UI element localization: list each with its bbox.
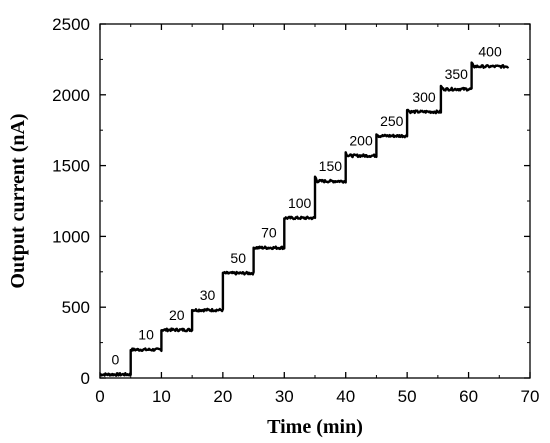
x-tick-label: 70	[521, 387, 540, 406]
step-label: 400	[478, 43, 502, 59]
step-labels: 0 10 20 30 50 70 100 150 200 250 300 350 400	[111, 43, 502, 367]
y-tick-label: 1500	[52, 157, 90, 176]
step-label: 10	[138, 327, 154, 343]
current-series	[99, 61, 510, 377]
x-axis-ticks: 0 10 20 30 40 50 60 70	[95, 24, 539, 406]
step-label: 20	[169, 307, 185, 323]
step-label: 50	[230, 250, 246, 266]
x-tick-label: 30	[275, 387, 294, 406]
y-tick-label: 1000	[52, 227, 90, 246]
step-label: 250	[380, 113, 404, 129]
step-label: 30	[200, 287, 216, 303]
x-axis-title: Time (min)	[267, 416, 363, 438]
y-tick-label: 2500	[52, 15, 90, 34]
x-tick-label: 40	[336, 387, 355, 406]
x-tick-label: 20	[213, 387, 232, 406]
y-tick-label: 0	[81, 369, 90, 388]
step-label: 0	[111, 351, 119, 367]
step-label: 200	[349, 133, 373, 149]
step-label: 300	[412, 89, 436, 105]
y-tick-label: 2000	[52, 86, 90, 105]
step-label: 100	[288, 195, 312, 211]
x-tick-label: 10	[152, 387, 171, 406]
x-tick-label: 50	[398, 387, 417, 406]
step-label: 150	[319, 158, 343, 174]
step-label: 350	[445, 66, 469, 82]
y-tick-label: 500	[62, 298, 90, 317]
current-line	[99, 61, 510, 377]
x-tick-label: 60	[459, 387, 478, 406]
x-tick-label: 0	[95, 387, 104, 406]
y-axis-title: Output current (nA)	[7, 113, 29, 288]
step-label: 70	[261, 225, 277, 241]
